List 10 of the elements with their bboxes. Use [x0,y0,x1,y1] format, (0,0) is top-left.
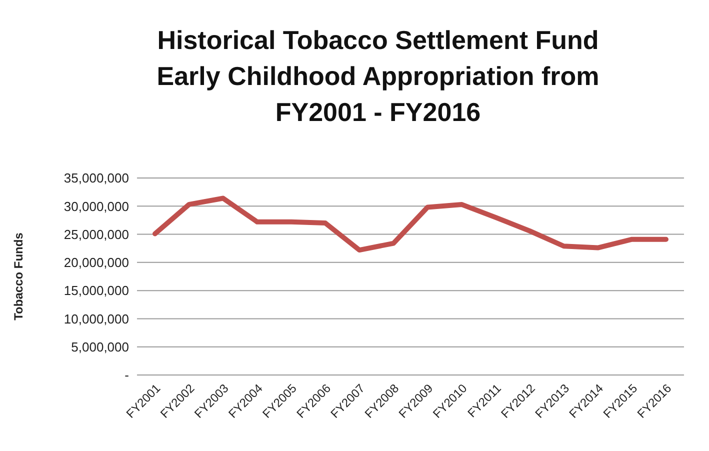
y-tick-label: - [124,368,129,383]
y-tick-label: 20,000,000 [64,255,129,270]
y-tick-label: 25,000,000 [64,226,129,242]
y-tick-label: 5,000,000 [71,339,129,354]
y-tick-label: 35,000,000 [64,170,129,186]
y-tick-label: 15,000,000 [64,283,129,298]
y-tick-label: 10,000,000 [64,311,129,326]
y-axis-title: Tobacco Funds [11,232,26,320]
y-tick-label: 30,000,000 [64,198,129,214]
chart-title: Historical Tobacco Settlement Fund Early Childhood Appropriation from FY2001 - FY2016 [156,24,600,129]
